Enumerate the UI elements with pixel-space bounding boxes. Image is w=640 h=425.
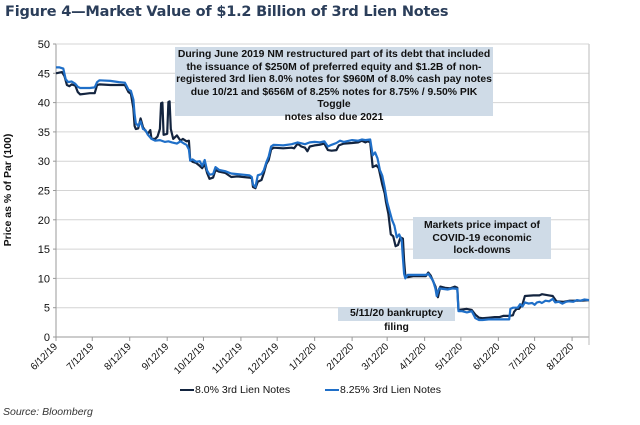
x-tick-label: 1/12/20 [287, 341, 319, 373]
x-tick-labels: 6/12/19 7/12/19 8/12/19 9/12/19 10/12/19 11/1… [29, 341, 577, 377]
annotation-line: registered 3rd lien 8.0% notes for $960M… [176, 74, 492, 86]
series-lines [55, 66, 590, 322]
annotation-line: due 10/21 and $656M of 8.25% notes for 8… [190, 86, 478, 111]
legend-label: 8.0% 3rd Lien Notes [195, 384, 291, 396]
x-tick-label: 10/12/19 [172, 341, 208, 377]
x-tick-label: 3/12/20 [360, 341, 392, 373]
annotation-line: lock-downs [453, 245, 511, 257]
y-tick-label: 50 [38, 39, 50, 51]
x-tick-label: 7/12/19 [65, 341, 97, 373]
figure-title: Figure 4—Market Value of $1.2 Billion of… [5, 4, 449, 20]
x-tick-label: 6/12/20 [471, 341, 503, 373]
y-tick-label: 0 [44, 332, 50, 344]
source-note: Source: Bloomberg [3, 406, 93, 418]
x-tick-label: 8/12/20 [545, 341, 577, 373]
y-tick-label: 40 [38, 98, 50, 110]
legend-swatch [180, 388, 194, 392]
annotation-line: Markets price impact of [423, 220, 541, 231]
y-tick-labels: 0 5 10 15 20 25 30 35 40 45 50 [38, 39, 50, 344]
annotation-line: COVID-19 economic [432, 232, 532, 244]
annotation-line: notes also due 2021 [284, 111, 384, 123]
x-tick-label: 2/12/20 [325, 341, 357, 373]
legend-item-8-0-notes: 8.0% 3rd Lien Notes [180, 384, 290, 396]
x-tick-label: 4/12/20 [397, 341, 429, 373]
x-tick-label: 8/12/19 [102, 341, 134, 373]
series-line-1 [56, 66, 590, 322]
x-tick-label: 6/12/19 [29, 341, 61, 373]
y-tick-label: 45 [38, 68, 50, 80]
x-tick-label: 5/12/20 [434, 341, 466, 373]
y-tick-label: 25 [38, 186, 50, 198]
restructuring-annotation: During June 2019 NM restructured part of… [175, 47, 493, 123]
y-tick-label: 30 [38, 156, 50, 168]
y-tick-label: 20 [38, 215, 50, 227]
legend-label: 8.25% 3rd Lien Notes [340, 384, 441, 396]
x-tick-label: 12/12/19 [246, 341, 282, 377]
bankruptcy-annotation: 5/11/20 bankruptcy filing [338, 307, 455, 333]
annotation-line: During June 2019 NM restructured part of… [177, 49, 491, 60]
x-tick-label: 7/12/20 [507, 341, 539, 373]
legend-swatch [325, 388, 339, 392]
y-tick-label: 15 [38, 244, 50, 256]
y-tick-label: 35 [38, 127, 50, 139]
axes [53, 43, 590, 345]
annotation-line: the issuance of $250M of preferred equit… [186, 61, 482, 73]
y-axis-label: Price as % of Par (100) [2, 133, 14, 247]
covid-annotation: Markets price impact of COVID-19 economi… [413, 217, 551, 259]
legend-item-8-25-notes: 8.25% 3rd Lien Notes [325, 384, 441, 396]
x-tick-label: 11/12/19 [210, 341, 245, 376]
y-tick-label: 5 [44, 303, 50, 315]
x-tick-label: 9/12/19 [140, 341, 172, 373]
y-tick-label: 10 [38, 273, 50, 285]
